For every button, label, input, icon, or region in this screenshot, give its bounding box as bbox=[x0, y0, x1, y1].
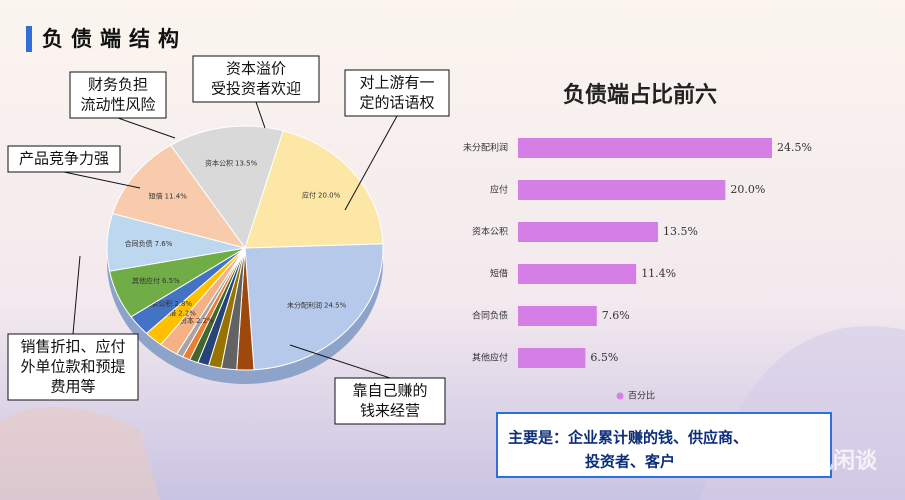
slice-category: 短借 bbox=[149, 192, 163, 201]
y-tick-label: 其他应付 bbox=[472, 352, 508, 364]
note-text: 主要是：企业累计赚的钱、供应商、 bbox=[508, 429, 748, 447]
legend-swatch bbox=[616, 392, 624, 400]
slide-title: 负债端结构 bbox=[42, 27, 187, 51]
y-tick-label: 短借 bbox=[490, 268, 508, 280]
slice-category: 盈余公积 bbox=[144, 299, 172, 308]
callout-text: 费用等 bbox=[50, 378, 95, 396]
slice-category: 应付 bbox=[302, 190, 316, 199]
pie-slice bbox=[170, 125, 284, 250]
slice-label: 未分配利润 24.5% bbox=[287, 300, 347, 309]
pie-slice bbox=[244, 130, 384, 249]
watermark: 雪球：知风闲谈 bbox=[723, 448, 878, 474]
slice-value: 6.5% bbox=[162, 277, 180, 285]
data-label: 6.5% bbox=[590, 351, 618, 364]
callout-leader bbox=[72, 255, 81, 335]
callout-leader bbox=[255, 101, 266, 129]
bar bbox=[518, 264, 637, 284]
callout-box bbox=[344, 69, 450, 117]
note-text: 投资者、客户 bbox=[585, 453, 675, 471]
slice-category: 未分配利润 bbox=[287, 300, 322, 309]
slice-label: 盈余公积 2.8% bbox=[144, 299, 192, 308]
bar bbox=[518, 138, 772, 158]
bar bbox=[518, 348, 586, 368]
slice-value: 2.8% bbox=[174, 300, 192, 308]
slice-value: 20.0% bbox=[318, 191, 341, 199]
callout-text: 流动性风险 bbox=[80, 96, 155, 114]
callout-text: 靠自己赚的 bbox=[352, 382, 427, 400]
slice-label: 短借 11.4% bbox=[149, 192, 188, 201]
slice-value: 11.4% bbox=[165, 193, 188, 201]
callout-text: 财务负担 bbox=[88, 76, 148, 94]
callout-leader bbox=[63, 171, 141, 189]
slice-value: 24.5% bbox=[324, 301, 347, 309]
slice-category: 合同负债 bbox=[125, 239, 153, 248]
slice-label: 应付 20.0% bbox=[302, 190, 341, 199]
pie-slice bbox=[244, 243, 384, 371]
data-label: 24.5% bbox=[777, 141, 812, 154]
y-tick-label: 未分配利润 bbox=[463, 142, 508, 154]
callout-text: 外单位款和预提 bbox=[20, 358, 125, 376]
callout-text: 受投资者欢迎 bbox=[211, 80, 301, 98]
slice-value: 2.2% bbox=[178, 310, 196, 318]
callout-text: 定的话语权 bbox=[359, 94, 434, 112]
slice-category: 其他应付 bbox=[132, 276, 160, 285]
callout-box bbox=[334, 377, 446, 425]
callout-box bbox=[7, 145, 121, 173]
bar bbox=[518, 222, 658, 242]
pie-slice bbox=[111, 144, 247, 249]
callout-text: 销售折扣、应付 bbox=[20, 338, 125, 356]
slice-label: 其他应付 6.5% bbox=[132, 276, 180, 285]
y-tick-label: 合同负债 bbox=[472, 310, 508, 322]
legend-label: 百分比 bbox=[628, 390, 655, 402]
data-label: 7.6% bbox=[602, 309, 630, 322]
slice-category: 资本公积 bbox=[205, 158, 233, 167]
data-label: 11.4% bbox=[641, 267, 676, 280]
callout-leader bbox=[289, 344, 391, 379]
slice-label: 合同负债 7.6% bbox=[125, 239, 173, 248]
pie-chart: 应付20.0%未分配利润24.5%实收资本2.2%长借2.2%盈余公积2.8%其… bbox=[106, 125, 384, 384]
callout-box bbox=[7, 333, 139, 401]
bar bbox=[518, 306, 597, 326]
slice-value: 7.6% bbox=[155, 240, 173, 248]
callout-text: 资本溢价 bbox=[226, 60, 286, 78]
callout-box bbox=[69, 71, 167, 119]
callout-leader bbox=[344, 115, 398, 211]
callout-text: 对上游有一 bbox=[359, 74, 434, 92]
data-label: 20.0% bbox=[730, 183, 765, 196]
data-label: 13.5% bbox=[663, 225, 698, 238]
slice-value: 13.5% bbox=[235, 159, 258, 167]
note-box bbox=[496, 412, 832, 478]
callout-leader bbox=[117, 117, 176, 139]
callout-text: 产品竞争力强 bbox=[19, 150, 109, 168]
slice-value: 2.2% bbox=[196, 317, 214, 325]
title-marker bbox=[26, 26, 32, 52]
decor-building bbox=[0, 407, 160, 500]
y-tick-label: 资本公积 bbox=[472, 226, 508, 238]
y-tick-label: 应付 bbox=[490, 184, 508, 196]
note: 主要是：企业累计赚的钱、供应商、投资者、客户 bbox=[508, 429, 748, 471]
bar bbox=[518, 180, 726, 200]
callout-text: 钱来经营 bbox=[360, 402, 420, 420]
slice-label: 资本公积 13.5% bbox=[205, 158, 258, 167]
callout-box bbox=[192, 55, 320, 103]
bar-title: 负债端占比前六 bbox=[563, 82, 717, 108]
